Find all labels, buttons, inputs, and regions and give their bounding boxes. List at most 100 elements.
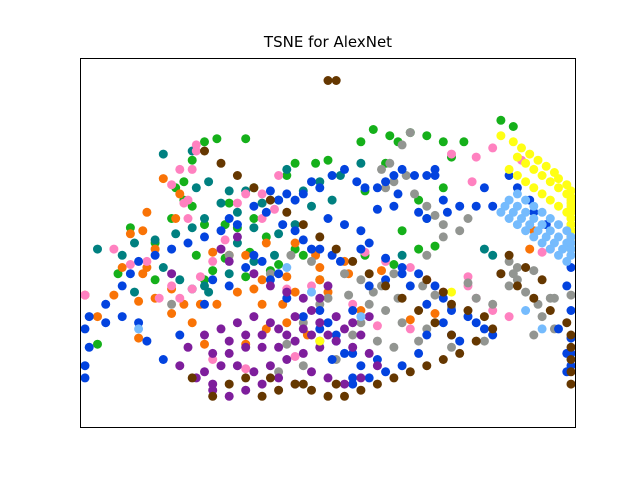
scatter-point (397, 269, 407, 279)
scatter-point (257, 198, 267, 208)
scatter-point (298, 324, 308, 334)
scatter-point (471, 318, 481, 328)
scatter-point (274, 324, 284, 334)
scatter-point (307, 306, 316, 315)
scatter-point (175, 330, 185, 340)
scatter-point (249, 223, 259, 233)
scatter-point (393, 189, 403, 199)
scatter-point (566, 238, 576, 248)
scatter-point (422, 299, 432, 309)
scatter-point (257, 391, 267, 401)
scatter-point (138, 226, 148, 236)
scatter-point (241, 134, 251, 144)
scatter-point (529, 330, 539, 340)
scatter-point (545, 226, 555, 236)
scatter-point (471, 336, 481, 346)
scatter-point (545, 177, 555, 187)
scatter-point (208, 348, 218, 358)
scatter-point (372, 183, 382, 193)
scatter-point (208, 247, 218, 257)
scatter-point (521, 306, 531, 315)
scatter-point (167, 309, 177, 318)
scatter-point (187, 373, 197, 383)
scatter-point (447, 342, 456, 352)
scatter-point (175, 189, 185, 199)
scatter-point (158, 263, 168, 272)
scatter-point (566, 290, 576, 300)
scatter-point (447, 299, 456, 309)
scatter-point (541, 161, 551, 171)
scatter-point (257, 189, 267, 199)
scatter-point (422, 330, 432, 340)
scatter-point (562, 281, 572, 291)
scatter-point (389, 201, 399, 211)
scatter-point (125, 260, 135, 269)
scatter-point (290, 379, 300, 389)
scatter-point (488, 299, 498, 309)
scatter-point (422, 361, 432, 371)
scatter-point (290, 195, 300, 205)
scatter-point (134, 296, 144, 306)
scatter-point (405, 315, 415, 325)
scatter-point (286, 250, 296, 260)
scatter-point (410, 171, 419, 180)
scatter-point (463, 306, 473, 315)
scatter-point (397, 293, 407, 303)
scatter-point (323, 293, 333, 303)
scatter-point (438, 355, 448, 364)
scatter-point (216, 361, 226, 371)
scatter-point (562, 318, 572, 328)
scatter-point (447, 306, 456, 315)
scatter-point (187, 223, 197, 233)
scatter-point (488, 306, 498, 315)
scatter-point (249, 183, 259, 193)
scatter-point (521, 177, 531, 187)
scatter-point (348, 299, 358, 309)
scatter-point (232, 198, 242, 208)
scatter-point (496, 269, 506, 279)
scatter-point (315, 232, 325, 242)
scatter-point (282, 189, 292, 199)
scatter-point (554, 183, 563, 193)
scatter-point (430, 318, 440, 328)
scatter-point (414, 336, 424, 346)
scatter-point (479, 183, 489, 193)
scatter-point (356, 226, 366, 236)
scatter-point (278, 220, 288, 230)
scatter-point (496, 131, 506, 141)
scatter-point (422, 171, 432, 180)
scatter-point (241, 263, 251, 272)
scatter-point (488, 250, 498, 260)
scatter-point (554, 232, 563, 242)
scatter-point (381, 177, 391, 187)
scatter-point (282, 263, 292, 272)
scatter-point (241, 250, 251, 260)
scatter-point (372, 321, 382, 331)
scatter-point (232, 361, 242, 371)
scatter-point (381, 253, 391, 263)
scatter-point (93, 244, 102, 254)
scatter-point (545, 214, 555, 223)
scatter-point (117, 263, 127, 272)
scatter-point (488, 143, 498, 153)
scatter-point (290, 287, 300, 297)
scatter-point (307, 177, 316, 187)
scatter-point (533, 155, 543, 165)
scatter-point (397, 164, 407, 174)
scatter-point (364, 238, 374, 248)
scatter-point (212, 134, 222, 144)
scatter-point (331, 312, 341, 322)
scatter-point (117, 250, 127, 260)
scatter-point (158, 355, 168, 364)
scatter-point (340, 348, 349, 358)
scatter-point (447, 149, 456, 159)
scatter-point (397, 140, 407, 150)
scatter-point (274, 195, 284, 205)
scatter-point (463, 278, 473, 288)
scatter-point (447, 330, 456, 340)
scatter-point (241, 189, 251, 199)
scatter-point (537, 220, 547, 230)
scatter-point (187, 155, 197, 165)
scatter-point (521, 263, 531, 272)
